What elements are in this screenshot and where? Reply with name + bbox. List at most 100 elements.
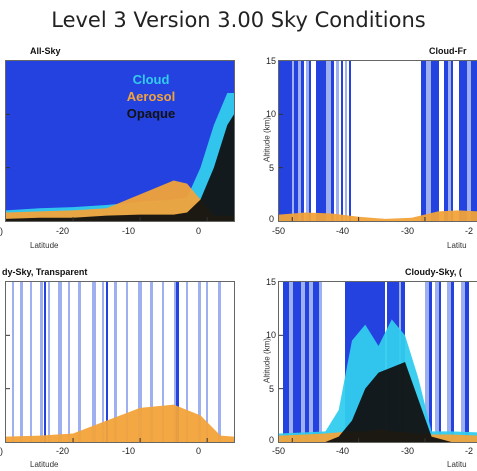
transparent-column — [186, 282, 188, 442]
x-tick-label: ) — [0, 446, 3, 456]
transparent-column — [92, 282, 96, 442]
opaque-column-edge — [289, 282, 293, 442]
legend-aerosol: Aerosol — [126, 89, 176, 104]
panel-title-all-sky: All-Sky — [30, 46, 61, 56]
panel-title-cloud-free: Cloud-Fr — [429, 46, 467, 56]
x-tick-label: -30 — [401, 226, 415, 236]
opaque-column-edge — [447, 282, 451, 442]
cloud-free-column — [471, 61, 477, 221]
cloud-free-column-edge — [326, 61, 331, 221]
x-tick-label: -20 — [56, 446, 70, 456]
transparent-column — [12, 282, 14, 442]
x-tick-label: -50 — [272, 226, 286, 236]
cloud-free-column-edge — [292, 61, 294, 221]
x-tick-label: 0 — [196, 226, 202, 236]
cloud-free-column-edge — [345, 61, 347, 221]
transparent-column — [102, 282, 104, 442]
chart-panel-cloudy-transparent — [5, 281, 235, 443]
chart-panel-cloudy-opaque — [278, 281, 477, 443]
cloud-free-column — [451, 61, 453, 221]
transparent-column — [58, 282, 62, 442]
x-tick-label: -10 — [122, 446, 136, 456]
chart-panel-all-sky: Cloud Aerosol Opaque — [5, 60, 235, 222]
cloud-free-column — [459, 61, 467, 221]
chart-legend: Cloud Aerosol Opaque — [106, 71, 196, 122]
cloud-free-column — [431, 61, 439, 221]
opaque-column — [283, 282, 289, 442]
page-title: Level 3 Version 3.00 Sky Conditions — [51, 8, 426, 32]
series-aerosol-area — [6, 180, 234, 221]
cloud-free-column-edge — [336, 61, 339, 221]
cloud-free-column-edge — [298, 61, 301, 221]
transparent-column — [198, 282, 201, 442]
panel-title-cloudy-opaque: Cloudy-Sky, ( — [405, 267, 462, 277]
series-opaque-area — [6, 114, 234, 221]
cloud-free-column — [294, 61, 298, 221]
transparent-column — [68, 282, 70, 442]
opaque-column — [313, 282, 319, 442]
x-tick-label: -2 — [465, 446, 474, 456]
cloud-free-column — [279, 61, 292, 221]
opaque-column-edge — [309, 282, 313, 442]
x-axis-label: Latitu — [447, 460, 467, 469]
cloud-free-column-edge — [448, 61, 451, 221]
cloud-free-column-edge — [467, 61, 471, 221]
series-aerosol-area — [279, 210, 477, 221]
opaque-column-edge — [435, 282, 439, 442]
x-tick-label: -30 — [401, 446, 415, 456]
transparent-column — [20, 282, 23, 442]
cloud-free-column-edge — [426, 61, 431, 221]
cloud-free-column — [309, 61, 311, 221]
opaque-column-edge — [319, 282, 322, 442]
y-tick-label: 10 — [266, 109, 277, 119]
transparent-column — [114, 282, 117, 442]
chart-panel-cloud-free — [278, 60, 477, 222]
y-tick-label: 5 — [269, 163, 275, 173]
x-tick-label: 0 — [196, 446, 202, 456]
opaque-column — [465, 282, 469, 442]
cloud-free-column — [421, 61, 426, 221]
transparent-column — [48, 282, 50, 442]
x-tick-label: -40 — [336, 226, 350, 236]
transparent-column — [78, 282, 81, 442]
x-tick-label: -10 — [122, 226, 136, 236]
transparent-column-dense — [176, 282, 179, 442]
transparent-column — [150, 282, 153, 442]
chart-plot-all-sky — [6, 61, 234, 221]
cloud-free-column-edge — [306, 61, 309, 221]
transparent-column-dense — [44, 282, 46, 442]
transparent-column — [206, 282, 208, 442]
transparent-column — [30, 282, 32, 442]
x-tick-label: -40 — [336, 446, 350, 456]
cloud-free-column — [349, 61, 351, 221]
transparent-column — [162, 282, 164, 442]
panel-title-cloudy-transparent: dy-Sky, Transparent — [2, 267, 88, 277]
y-tick-label: 0 — [269, 214, 275, 224]
transparent-column-dense — [106, 282, 108, 442]
opaque-column — [293, 282, 301, 442]
opaque-column-edge — [425, 282, 429, 442]
transparent-column — [218, 282, 221, 442]
y-tick-label: 10 — [266, 330, 277, 340]
series-opaque-area — [279, 362, 477, 442]
x-axis-label: Latitude — [30, 460, 59, 469]
x-tick-label: -50 — [272, 446, 286, 456]
chart-plot-cloudy-transparent — [6, 282, 234, 442]
transparent-column — [138, 282, 142, 442]
transparent-column — [174, 282, 177, 442]
opaque-column — [429, 282, 432, 442]
chart-plot-cloud-free — [279, 61, 477, 221]
chart-plot-cloudy-opaque — [279, 282, 477, 442]
cloud-free-column — [444, 61, 448, 221]
opaque-column — [305, 282, 309, 442]
transparent-column — [126, 282, 128, 442]
x-tick-label: -20 — [56, 226, 70, 236]
transparent-column — [40, 282, 43, 442]
y-tick-label: 0 — [269, 435, 275, 445]
opaque-column-edge — [301, 282, 305, 442]
legend-opaque: Opaque — [126, 106, 176, 121]
x-axis-label: Latitude — [30, 241, 59, 250]
y-tick-label: 15 — [266, 277, 277, 287]
y-tick-label: 15 — [266, 56, 277, 66]
opaque-column — [439, 282, 441, 442]
